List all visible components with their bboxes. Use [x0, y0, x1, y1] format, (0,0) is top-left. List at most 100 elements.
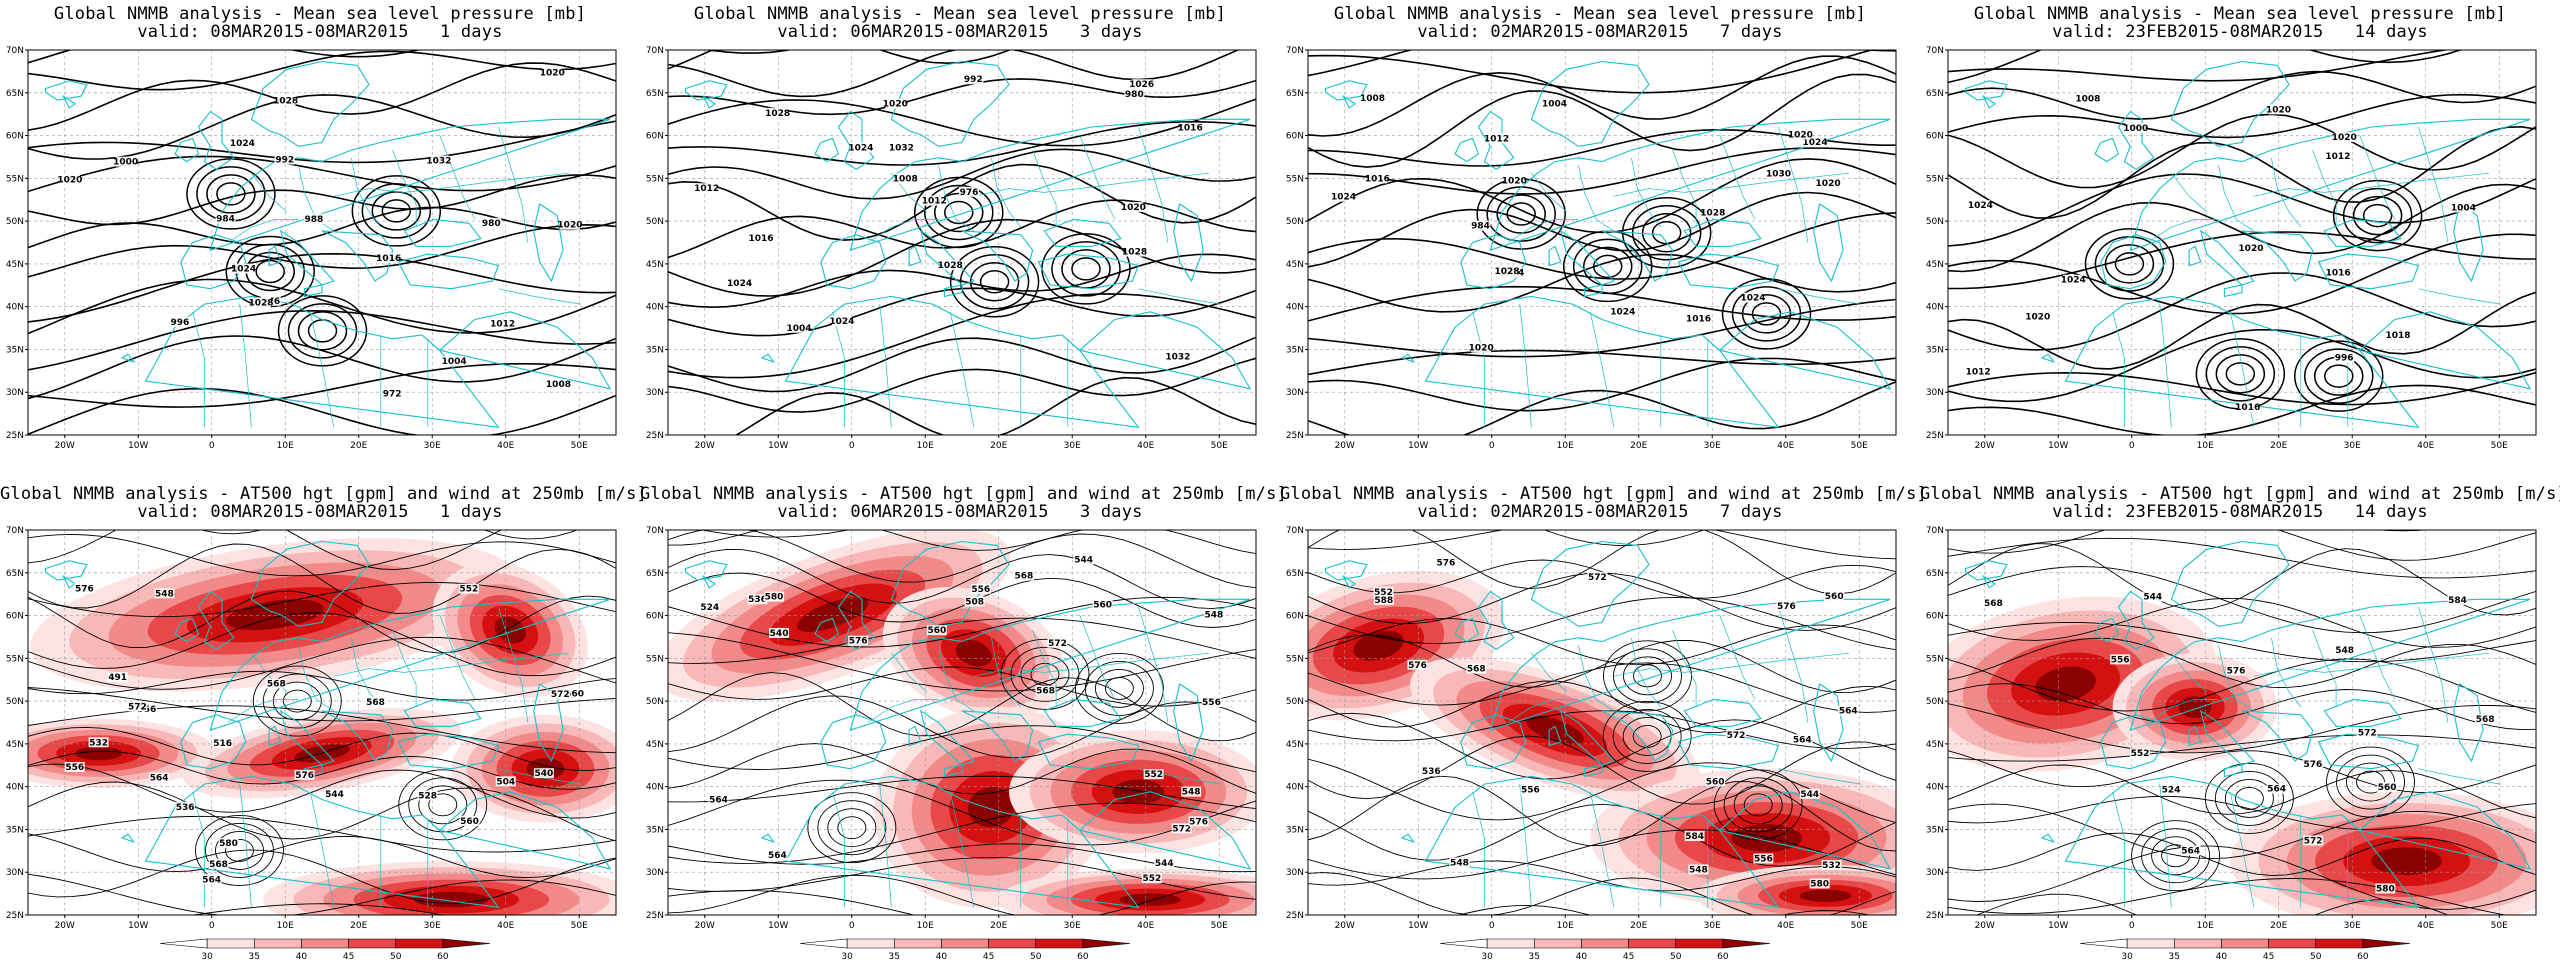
latitude-label: 65N: [1286, 89, 1304, 99]
latitude-label: 25N: [1286, 431, 1304, 441]
longitude-label: 10E: [2197, 441, 2214, 451]
country-border: [2418, 126, 2449, 243]
contour-label: 584: [1685, 832, 1704, 842]
country-border: [1138, 606, 1169, 723]
contour-line: [28, 530, 503, 571]
contour-label: 572: [1727, 731, 1746, 741]
contour-label: 984: [1471, 222, 1490, 232]
latitude-label: 65N: [646, 569, 664, 579]
colorbar-label: 30: [1481, 952, 1493, 960]
country-border: [392, 149, 417, 228]
coastline: [1548, 245, 1562, 267]
latitude-label: 55N: [646, 654, 664, 664]
country-border: [2159, 784, 2172, 908]
coastline: [1037, 253, 1140, 290]
latitude-label: 35N: [1286, 825, 1304, 835]
coastline: [2199, 709, 2255, 766]
colorbar-swatch: [2126, 938, 2175, 949]
colorbar: 30 35 40 45 50 60: [799, 938, 1131, 960]
panel-valid-date: valid: 08MAR2015-08MAR2015 1 days: [137, 22, 503, 42]
colorbar: 30 35 40 45 50 60: [2079, 938, 2411, 960]
coastline: [2453, 203, 2484, 283]
coastline: [1683, 218, 1762, 247]
coastline: [1043, 218, 1122, 247]
latitude-label: 60N: [6, 612, 24, 622]
country-border: [392, 629, 417, 708]
coastline: [1078, 311, 1252, 390]
contour-label: 1012: [2325, 152, 2350, 162]
contour-line: [668, 632, 1256, 692]
colorbar-swatch: [159, 938, 208, 949]
contour-line: [28, 873, 616, 915]
contour-label: 560: [1706, 777, 1725, 787]
latitude-label: 35N: [646, 345, 664, 355]
latitude-label: 70N: [646, 46, 664, 56]
contour-label: 568: [1467, 665, 1486, 675]
latitude-label: 60N: [646, 132, 664, 142]
colorbar-label: 50: [390, 952, 402, 960]
longitude-label: 0: [1489, 441, 1495, 451]
panel-valid-date: valid: 08MAR2015-08MAR2015 1 days: [137, 502, 503, 522]
contour-label: 528: [418, 792, 437, 802]
latitude-label: 30N: [1286, 388, 1304, 398]
contour-line: [1308, 735, 1896, 805]
longitude-label: 10W: [128, 441, 148, 451]
coastline: [701, 574, 716, 589]
contour-label: 1020: [57, 176, 82, 186]
country-border: [991, 637, 1022, 708]
country-border: [2147, 699, 2219, 723]
latitude-label: 40N: [646, 783, 664, 793]
latitude-label: 70N: [6, 46, 24, 56]
contour-label: 556: [65, 763, 84, 773]
contour-label: 540: [770, 629, 789, 639]
contour-label: 576: [849, 637, 868, 647]
contour-line: [1948, 530, 2536, 561]
contour-label: 972: [383, 390, 402, 400]
coastline: [268, 725, 282, 747]
contour-line: [1308, 904, 1871, 915]
country-border: [2229, 791, 2255, 908]
contour-label: 552: [460, 585, 479, 595]
contour-label: 564: [2267, 785, 2286, 795]
contour-label: 1024: [1331, 193, 1356, 203]
contour-label: 568: [1036, 687, 1055, 697]
latitude-label: 45N: [6, 260, 24, 270]
country-border: [2253, 172, 2490, 197]
contour-label: 560: [460, 817, 479, 827]
country-border: [973, 652, 1210, 677]
contour-label: 1024: [1610, 308, 1635, 318]
coastline: [1341, 94, 1356, 109]
coastline: [1489, 598, 1891, 732]
latitude-label: 70N: [1286, 526, 1304, 536]
colorbar: 30 35 40 45 50 60: [159, 938, 491, 960]
map-panel: 984 1004 1008 1012 1016 1020 1024 1028 1024 1020 1…: [1280, 0, 1920, 480]
contour-label: 572: [1048, 639, 1067, 649]
contour-line: [1308, 829, 1896, 880]
country-border: [2418, 288, 2501, 305]
country-border: [832, 791, 845, 908]
coastline: [2129, 118, 2531, 252]
contour-label: 580: [219, 839, 238, 849]
coastline: [2317, 253, 2420, 290]
map-panel: 508 524 536 540 544 548 552 556 560 564 568 572 576 5…: [640, 480, 1287, 960]
coastline: [403, 218, 482, 247]
contour-label: 536: [176, 803, 195, 813]
panel-title: Global NMMB analysis - Mean sea level pr…: [53, 4, 587, 24]
contour-label: 1008: [2075, 94, 2100, 104]
wind-shading-band: [1799, 889, 1852, 902]
panel-valid-date: valid: 23FEB2015-08MAR2015 14 days: [2052, 22, 2428, 42]
contour-line: [668, 743, 1256, 795]
country-border: [1589, 311, 1615, 428]
colorbar-swatch: [799, 938, 848, 949]
contour-label: 580: [765, 593, 784, 603]
latitude-label: 40N: [1286, 303, 1304, 313]
country-border: [1631, 157, 1662, 228]
longitude-label: 20W: [1975, 441, 1995, 451]
panel-title: Global NMMB analysis - Mean sea level pr…: [693, 4, 1227, 24]
contour-label: 1030: [1766, 170, 1791, 180]
colorbar-label: 50: [1030, 952, 1042, 960]
contour-line: [1948, 173, 2536, 247]
coastline: [919, 709, 975, 766]
contour-line: [28, 849, 616, 904]
country-border: [1507, 699, 1579, 723]
